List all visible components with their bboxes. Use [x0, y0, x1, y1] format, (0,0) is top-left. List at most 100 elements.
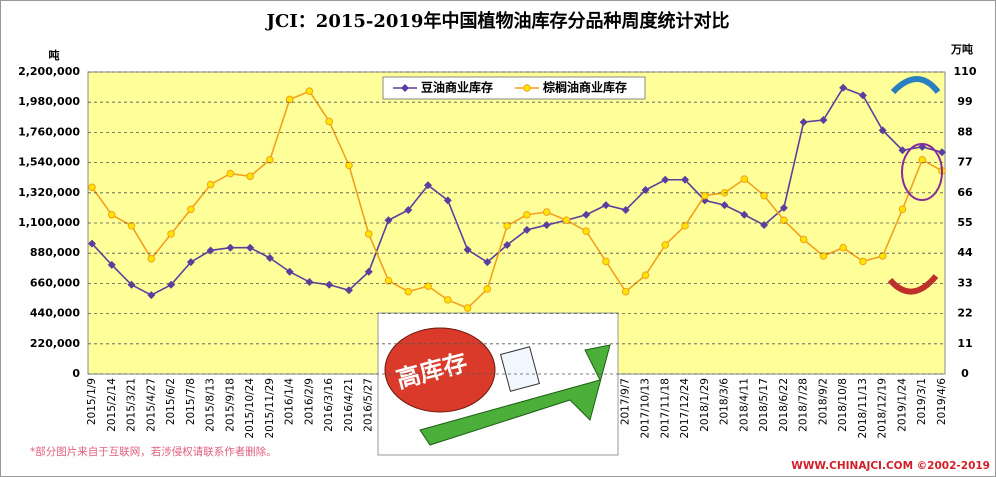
x-tick-label: 2015/7/8 — [185, 378, 197, 425]
y-tick-label: 220,000 — [30, 337, 80, 350]
point — [898, 205, 907, 214]
point — [107, 210, 116, 219]
point — [740, 175, 749, 183]
y2-tick-label: 11 — [957, 337, 972, 350]
x-tick-label: 2018/11/13 — [857, 378, 869, 439]
y-tick-label: 880,000 — [30, 246, 80, 259]
x-tick-label: 2016/4/21 — [343, 378, 355, 432]
source: WWW.CHINAJCI.COM ©2002-2019 — [791, 460, 990, 472]
y2-tick-label: 0 — [961, 367, 969, 380]
y-tick-label: 440,000 — [30, 307, 80, 320]
point — [404, 205, 413, 214]
y2-tick-label: 55 — [957, 216, 972, 229]
y-tick-label: 1,760,000 — [18, 125, 80, 138]
point — [325, 117, 334, 126]
point — [898, 146, 907, 155]
x-tick-label: 2018/10/8 — [837, 378, 849, 432]
y2-axis-unit: 万吨 — [950, 42, 973, 56]
point — [483, 258, 492, 267]
illustration: 高库存 — [377, 312, 619, 456]
point — [661, 175, 670, 184]
point — [859, 257, 867, 266]
y2-tick-label: 22 — [957, 307, 972, 320]
x-tick-label: 2015/10/24 — [244, 378, 256, 439]
point — [621, 205, 630, 214]
x-tick-label: 2019/4/6 — [936, 378, 948, 425]
legend-label: 棕榈油商业库存 — [542, 80, 627, 95]
legend-marker — [401, 84, 409, 92]
x-tick-label: 2015/1/9 — [86, 378, 98, 425]
y-tick-label: 1,980,000 — [18, 95, 80, 108]
point — [483, 285, 492, 293]
point — [839, 243, 847, 252]
point — [503, 221, 511, 230]
point — [780, 216, 788, 225]
x-tick-label: 2015/4/27 — [145, 378, 157, 432]
point — [127, 280, 136, 289]
legend-label: 豆油商业库存 — [421, 80, 493, 95]
point — [582, 210, 591, 219]
x-tick-label: 2016/5/27 — [363, 378, 375, 432]
arrow-shape — [419, 344, 611, 446]
point — [681, 175, 690, 184]
point — [167, 230, 175, 238]
x-tick-label: 2019/1/24 — [896, 378, 908, 432]
point — [463, 245, 472, 254]
point — [305, 278, 314, 287]
point — [542, 208, 551, 216]
point — [364, 230, 373, 238]
point — [127, 221, 136, 230]
point — [206, 180, 215, 189]
x-tick-label: 2015/3/21 — [126, 378, 138, 432]
point — [621, 287, 630, 296]
x-tick-label: 2018/5/17 — [758, 378, 770, 432]
point — [760, 191, 768, 200]
point — [602, 257, 610, 266]
point — [700, 191, 709, 200]
point — [147, 291, 156, 300]
x-tick-label: 2015/11/29 — [264, 378, 276, 439]
point — [147, 254, 156, 263]
point — [601, 201, 610, 210]
point — [858, 91, 867, 100]
point — [305, 87, 314, 96]
x-tick-label: 2015/9/18 — [224, 378, 236, 432]
point — [681, 221, 689, 230]
point — [463, 304, 472, 312]
x-tick-label: 2017/10/13 — [639, 378, 651, 439]
y-tick-label: 1,540,000 — [18, 156, 80, 169]
x-tick-label: 2018/4/11 — [738, 378, 750, 432]
point — [424, 181, 433, 190]
y-tick-label: 1,100,000 — [18, 216, 80, 229]
point — [226, 243, 235, 252]
point — [246, 243, 255, 252]
x-tick-label: 2018/9/2 — [817, 378, 829, 425]
y2-tick-label: 66 — [957, 186, 973, 199]
x-tick-label: 2019/3/1 — [916, 378, 928, 425]
point — [878, 252, 887, 260]
point — [325, 280, 334, 289]
point — [779, 203, 788, 212]
point — [206, 246, 215, 255]
x-tick-label: 2017/9/7 — [620, 378, 632, 425]
point — [582, 227, 590, 236]
y2-tick-label: 77 — [957, 156, 972, 169]
point — [443, 196, 452, 205]
point — [226, 169, 235, 178]
point — [720, 201, 729, 210]
point — [364, 267, 373, 276]
point — [819, 252, 828, 260]
series — [88, 87, 946, 312]
point — [384, 276, 393, 285]
grid — [88, 71, 945, 375]
x-tick-label: 2018/1/29 — [699, 378, 711, 432]
point — [285, 267, 294, 276]
point — [246, 172, 254, 181]
point — [562, 216, 571, 225]
point — [523, 210, 531, 219]
x-tick-label: 2018/7/28 — [798, 378, 810, 432]
y2-tick-label: 99 — [957, 95, 972, 108]
point — [444, 296, 452, 304]
point — [938, 148, 946, 157]
point — [88, 183, 96, 192]
